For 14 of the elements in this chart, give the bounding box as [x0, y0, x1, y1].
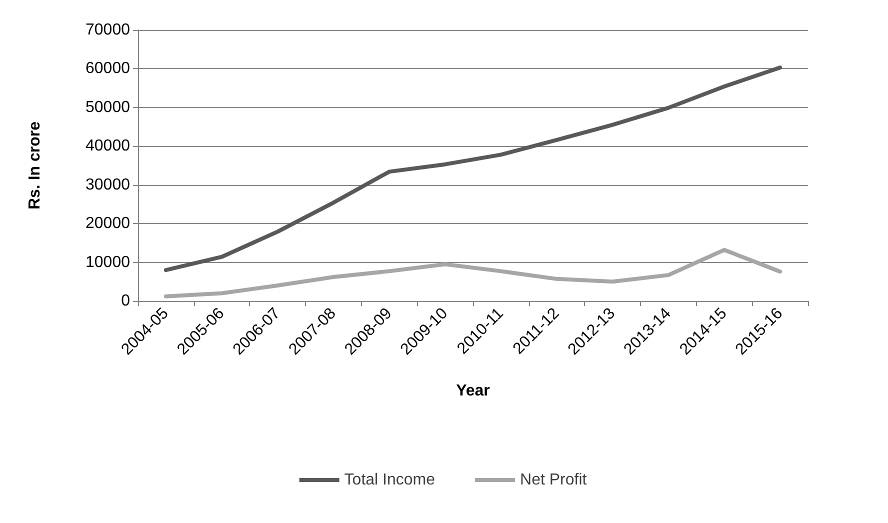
line-series [164, 66, 782, 272]
legend-label: Total Income [344, 472, 436, 488]
y-tick-label: 0 [121, 292, 130, 310]
x-axis-title: Year [456, 382, 490, 400]
y-tick-label: 70000 [86, 22, 130, 38]
line-series [164, 248, 782, 298]
y-axis-title: Rs. In crore [26, 121, 44, 210]
y-tick-label: 50000 [86, 98, 130, 116]
legend-label: Net Profit [520, 472, 588, 488]
y-tick-label: 10000 [86, 254, 130, 271]
y-tick-label: 60000 [86, 60, 130, 78]
y-tick-label: 40000 [86, 138, 130, 155]
y-tick-label: 20000 [86, 215, 130, 232]
y-tick-label: 30000 [86, 176, 130, 194]
